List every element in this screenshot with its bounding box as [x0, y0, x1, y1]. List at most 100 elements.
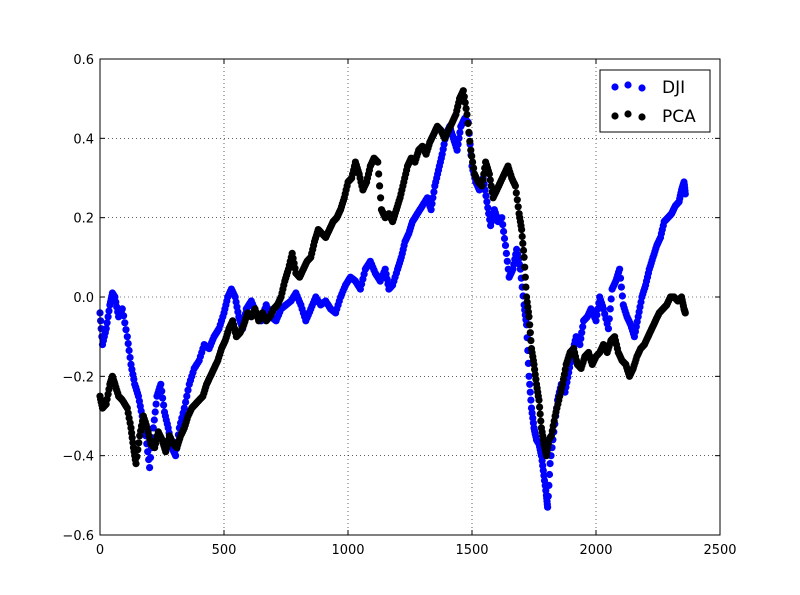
data-point: [535, 396, 543, 404]
data-point: [518, 226, 526, 234]
data-point: [536, 410, 544, 418]
y-tick-label: −0.2: [62, 370, 94, 385]
data-point: [180, 404, 188, 412]
data-point: [513, 196, 521, 204]
data-point: [520, 253, 528, 261]
data-point: [526, 329, 534, 337]
data-point: [126, 353, 134, 362]
legend-marker-pca: [611, 110, 646, 121]
data-point: [478, 182, 486, 190]
data-point: [125, 346, 133, 355]
data-point: [102, 325, 110, 333]
data-point: [606, 305, 614, 313]
data-point: [616, 274, 625, 282]
data-point: [479, 176, 487, 184]
data-point: [456, 128, 464, 136]
data-point: [462, 105, 470, 113]
data-point: [604, 325, 613, 333]
data-point: [467, 146, 475, 154]
data-point: [172, 452, 180, 460]
data-point: [124, 340, 132, 348]
data-point: [459, 87, 467, 95]
data-point: [545, 470, 554, 479]
data-point: [150, 416, 158, 424]
data-point: [123, 333, 131, 341]
data-point: [118, 305, 126, 313]
data-point: [463, 110, 471, 119]
data-point: [526, 321, 534, 329]
data-point: [466, 137, 474, 145]
data-point: [374, 158, 382, 166]
data-point: [525, 372, 533, 380]
data-point: [592, 317, 600, 325]
data-point: [464, 119, 472, 128]
data-point: [618, 292, 627, 300]
data-point: [579, 323, 587, 331]
data-point: [375, 170, 383, 178]
y-tick-labels: −0.6 −0.4 −0.2 0.0 0.2 0.4 0.6: [62, 53, 94, 544]
data-point: [427, 206, 435, 214]
data-point: [681, 190, 689, 198]
data-point: [428, 200, 436, 208]
data-point: [430, 188, 438, 196]
data-point: [121, 319, 129, 327]
data-point: [133, 453, 141, 461]
legend-label-pca: PCA: [662, 107, 696, 127]
data-point: [536, 403, 544, 411]
data-point: [461, 99, 469, 107]
legend-label-dji: DJI: [662, 78, 685, 98]
data-point: [607, 295, 615, 303]
y-tick-label: 0.0: [73, 291, 94, 306]
x-tick-label: 1500: [455, 543, 488, 558]
data-point: [527, 396, 535, 404]
data-point: [149, 424, 157, 432]
data-point: [500, 227, 508, 236]
data-point: [376, 182, 384, 190]
data-point: [546, 460, 554, 468]
data-point: [499, 221, 507, 229]
data-point: [460, 93, 468, 101]
data-point: [521, 273, 529, 281]
axis-ticks: [99, 58, 721, 536]
data-point: [453, 146, 461, 154]
data-point: [498, 214, 506, 222]
data-point: [151, 408, 159, 416]
data-point: [577, 335, 585, 343]
data-point: [104, 313, 112, 321]
x-tick-label: 1000: [331, 543, 364, 558]
data-point: [132, 460, 140, 468]
data-point: [544, 492, 552, 500]
data-point: [482, 192, 490, 200]
data-point: [503, 257, 511, 265]
x-tick-label: 0: [96, 543, 104, 558]
data-point: [616, 265, 624, 273]
data-point: [605, 315, 613, 323]
data-point: [377, 194, 385, 202]
data-point: [483, 198, 491, 206]
data-point: [103, 319, 111, 327]
data-point: [152, 400, 160, 408]
data-point: [526, 388, 534, 396]
data-point: [134, 446, 142, 454]
data-point: [454, 140, 462, 148]
data-point: [514, 203, 522, 211]
data-point: [158, 387, 166, 395]
data-point: [97, 317, 105, 325]
data-point: [526, 380, 534, 388]
x-tick-label: 500: [212, 543, 237, 558]
data-point: [160, 401, 168, 409]
grid-lines: [100, 59, 720, 535]
x-tick-label: 2000: [579, 543, 612, 558]
data-point: [184, 386, 192, 394]
y-tick-label: 0.4: [73, 132, 94, 147]
data-point: [486, 176, 494, 184]
data-point: [135, 439, 143, 447]
data-point: [105, 307, 113, 315]
data-point: [487, 182, 495, 190]
data-point: [576, 341, 584, 349]
data-point: [544, 503, 552, 511]
data-point: [468, 152, 476, 160]
data-point: [519, 246, 528, 254]
data-point: [519, 239, 527, 247]
